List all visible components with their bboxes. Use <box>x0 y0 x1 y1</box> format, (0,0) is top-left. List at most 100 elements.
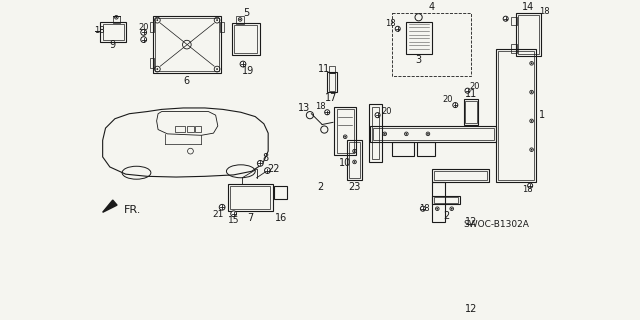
Bar <box>187 126 194 132</box>
Circle shape <box>344 136 346 137</box>
Text: 5: 5 <box>243 8 249 18</box>
Bar <box>417 142 435 156</box>
Text: 20: 20 <box>381 107 392 116</box>
Bar <box>511 17 517 25</box>
Bar <box>434 171 487 180</box>
Bar <box>372 128 494 140</box>
Circle shape <box>465 88 470 93</box>
Bar <box>347 140 362 180</box>
Text: 22: 22 <box>267 164 280 174</box>
Text: SWOC-B1302A: SWOC-B1302A <box>463 220 529 229</box>
Bar <box>349 142 360 178</box>
Bar <box>220 21 224 32</box>
Circle shape <box>354 150 355 152</box>
Bar <box>516 13 541 56</box>
Bar <box>369 104 382 162</box>
Circle shape <box>436 208 438 209</box>
Bar <box>153 16 221 73</box>
Bar <box>337 109 354 153</box>
Circle shape <box>531 120 532 122</box>
Bar <box>236 16 244 24</box>
Text: 16: 16 <box>275 213 287 223</box>
Text: 20: 20 <box>138 23 149 32</box>
Bar <box>499 51 534 180</box>
Circle shape <box>396 26 400 31</box>
Text: 8: 8 <box>262 153 268 163</box>
Text: 12: 12 <box>465 304 477 315</box>
Bar <box>234 25 257 53</box>
Circle shape <box>257 161 263 166</box>
Circle shape <box>216 68 218 70</box>
Text: 14: 14 <box>522 2 534 12</box>
Text: 20: 20 <box>470 82 480 91</box>
Text: 2: 2 <box>443 211 449 221</box>
Bar <box>175 126 185 132</box>
Circle shape <box>428 133 429 134</box>
Circle shape <box>240 61 246 67</box>
Bar <box>431 182 445 222</box>
Circle shape <box>531 92 532 93</box>
Bar <box>465 101 477 123</box>
Circle shape <box>116 17 117 18</box>
Circle shape <box>324 110 330 115</box>
Text: 11: 11 <box>318 64 330 74</box>
Text: 18: 18 <box>522 185 532 194</box>
Bar <box>511 44 517 52</box>
Circle shape <box>157 68 158 70</box>
Bar <box>518 15 539 54</box>
Bar <box>431 169 489 182</box>
Bar <box>228 184 273 211</box>
Bar <box>464 99 478 124</box>
Text: 18: 18 <box>93 27 104 36</box>
Circle shape <box>531 63 532 64</box>
Bar <box>195 126 201 132</box>
Circle shape <box>216 20 218 21</box>
Bar <box>230 186 270 209</box>
Text: 2: 2 <box>317 182 323 192</box>
Circle shape <box>264 168 270 173</box>
Text: 17: 17 <box>325 93 338 103</box>
Text: 13: 13 <box>298 103 310 113</box>
Text: 1: 1 <box>539 110 545 120</box>
Circle shape <box>420 206 426 211</box>
Text: 15: 15 <box>228 216 239 226</box>
Text: 9: 9 <box>109 40 116 50</box>
Text: 10: 10 <box>339 158 351 168</box>
Bar <box>392 142 413 156</box>
Text: FR.: FR. <box>124 205 141 215</box>
Circle shape <box>141 37 147 43</box>
Circle shape <box>384 133 385 134</box>
Text: 12: 12 <box>465 217 477 227</box>
Circle shape <box>527 183 532 188</box>
Bar <box>100 21 125 42</box>
Bar <box>392 13 471 76</box>
Bar <box>328 66 335 73</box>
Bar <box>372 107 379 159</box>
Bar <box>274 186 287 199</box>
Text: 18: 18 <box>419 204 429 213</box>
Circle shape <box>354 161 355 163</box>
Bar <box>327 72 337 92</box>
Circle shape <box>231 211 237 217</box>
Text: 23: 23 <box>348 182 361 192</box>
Bar <box>150 21 154 32</box>
Text: 20: 20 <box>443 95 453 104</box>
Circle shape <box>531 149 532 150</box>
Text: 21: 21 <box>212 210 223 219</box>
Circle shape <box>220 204 225 210</box>
Polygon shape <box>102 200 117 212</box>
Text: 18: 18 <box>385 19 396 28</box>
Bar <box>155 18 220 71</box>
Bar <box>431 196 460 204</box>
Circle shape <box>239 19 241 20</box>
Circle shape <box>141 29 147 35</box>
Bar <box>113 16 120 23</box>
Circle shape <box>406 133 407 134</box>
Text: 11: 11 <box>465 89 477 99</box>
Bar <box>328 73 335 91</box>
Bar <box>497 49 536 182</box>
Bar <box>102 24 124 40</box>
Text: 3: 3 <box>415 55 422 65</box>
Bar <box>232 23 260 55</box>
Text: 6: 6 <box>184 76 190 86</box>
